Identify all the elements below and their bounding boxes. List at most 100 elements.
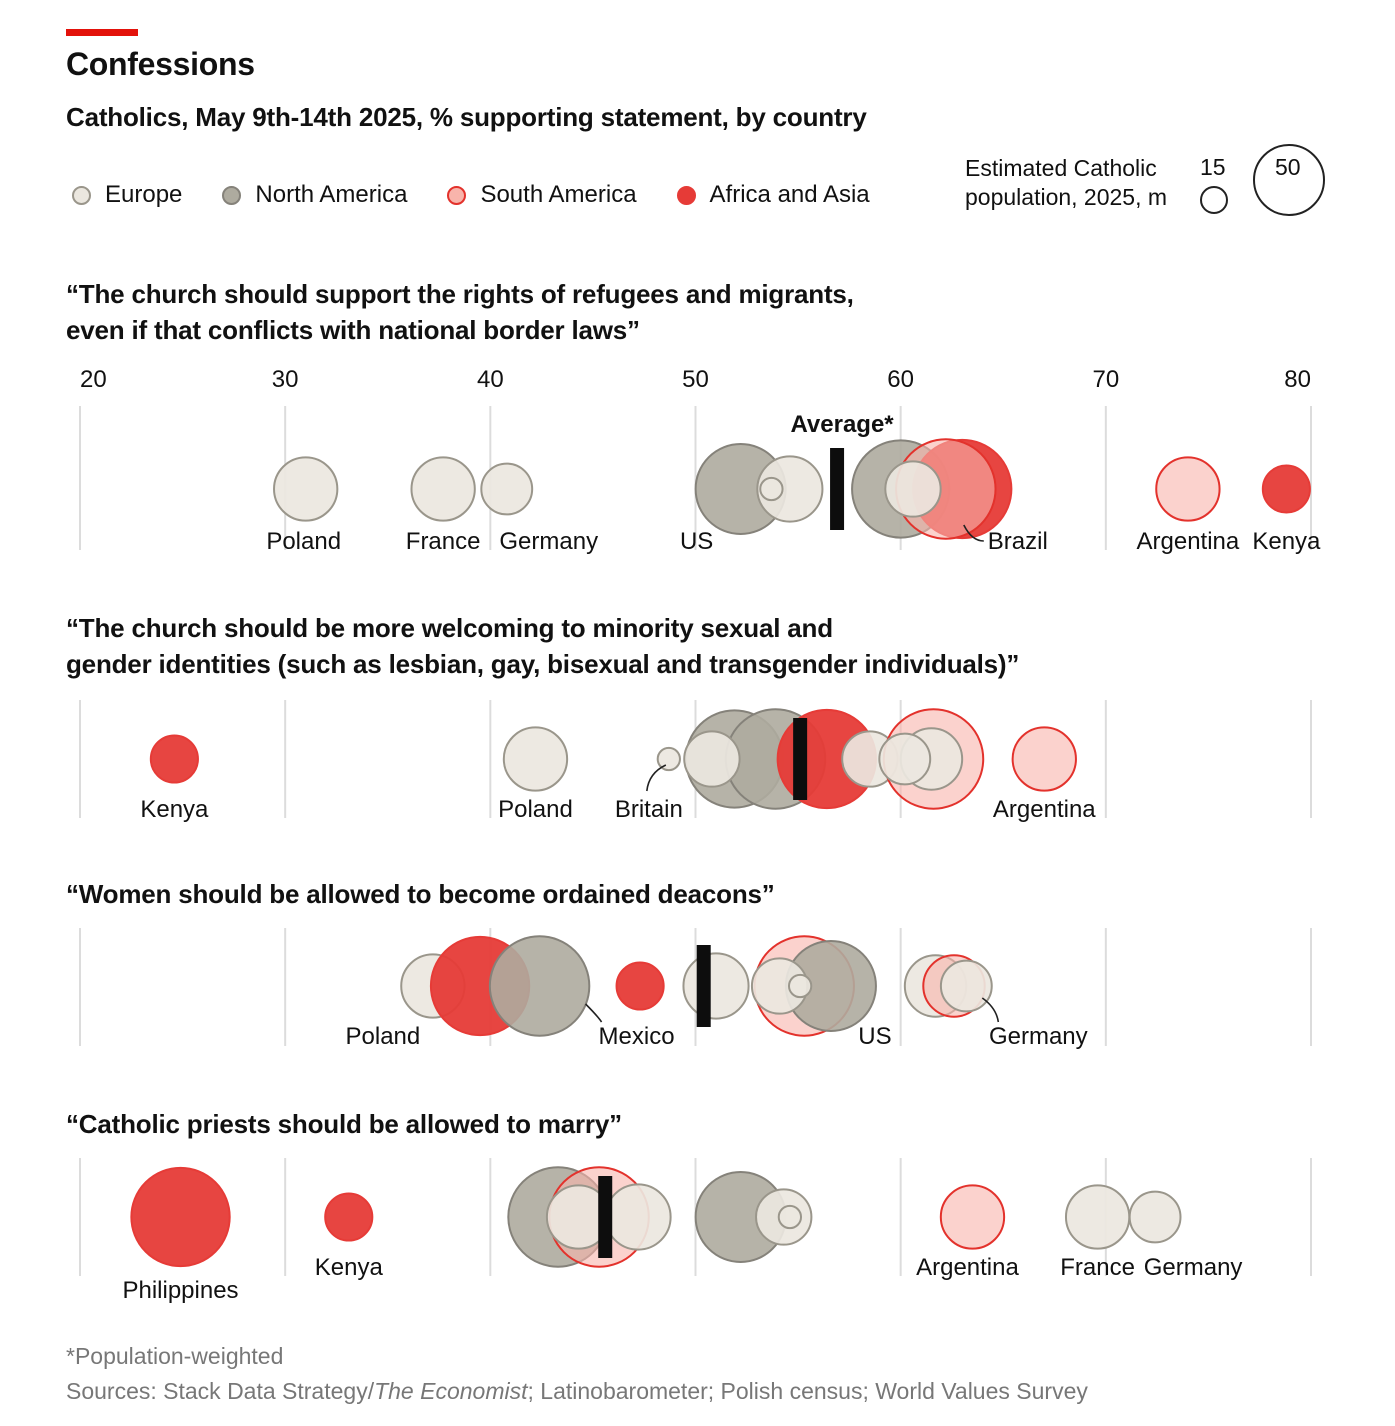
panel-marry: Philippines Kenya Argentina France Germany xyxy=(79,1158,1312,1304)
data-point xyxy=(604,1183,672,1251)
data-point xyxy=(683,730,741,788)
country-label: Britain xyxy=(615,796,683,823)
data-point xyxy=(878,732,932,786)
question-title-line: “The church should be more welcoming to … xyxy=(66,613,833,643)
label-leader-line xyxy=(585,1003,603,1023)
data-point xyxy=(682,952,750,1020)
country-label: Brazil xyxy=(988,528,1048,555)
question-title-lgbt: “The church should be more welcoming to … xyxy=(66,610,1019,682)
size-legend-big-circle xyxy=(1253,144,1325,216)
legend-label: Europe xyxy=(105,181,183,208)
legend-dot-africa-asia xyxy=(676,185,696,205)
data-point xyxy=(787,973,813,999)
brand-accent-bar xyxy=(66,29,138,36)
legend-item-europe: Europe xyxy=(72,181,182,209)
country-label: Kenya xyxy=(315,1254,384,1281)
data-point-britain xyxy=(656,746,681,772)
data-point-france xyxy=(410,456,476,522)
country-label: Germany xyxy=(1144,1254,1243,1281)
country-label: France xyxy=(1060,1254,1135,1281)
average-marker xyxy=(598,1176,613,1258)
data-point-germany xyxy=(1128,1190,1182,1244)
country-label: US xyxy=(858,1023,891,1050)
x-tick-label: 80 xyxy=(1284,366,1311,393)
data-point-argentina xyxy=(1155,456,1221,522)
x-tick-label: 50 xyxy=(682,366,709,393)
legend-label: Africa and Asia xyxy=(709,181,870,208)
chart-subtitle: Catholics, May 9th-14th 2025, % supporti… xyxy=(66,102,867,132)
legend-dot-south-america xyxy=(447,185,467,205)
country-label: US xyxy=(680,528,713,555)
legend-dot-europe xyxy=(72,185,91,205)
data-point-kenya xyxy=(324,1192,374,1242)
sources-line: Sources: Stack Data Strategy/The Economi… xyxy=(66,1378,1088,1405)
data-point xyxy=(756,455,824,523)
chart-title: Confessions xyxy=(66,46,255,82)
question-title-marry: “Catholic priests should be allowed to m… xyxy=(66,1106,622,1142)
question-title-refugees: “The church should support the rights of… xyxy=(66,276,854,348)
question-title-line: “Catholic priests should be allowed to m… xyxy=(66,1109,622,1139)
color-legend: Europe North America South America Afric… xyxy=(72,181,910,209)
size-legend-title-line1: Estimated Catholic xyxy=(965,155,1157,181)
country-label: Kenya xyxy=(1252,528,1321,555)
average-label: Average* xyxy=(790,411,894,438)
country-label: Germany xyxy=(499,528,598,555)
country-label: Poland xyxy=(498,796,573,823)
data-point-germany xyxy=(480,462,534,516)
data-point-kenya xyxy=(149,734,199,784)
data-point-france xyxy=(1064,1184,1131,1250)
country-label: Kenya xyxy=(140,796,209,823)
legend-item-north-america: North America xyxy=(222,181,407,209)
panel-deacons: Poland Mexico US Germany xyxy=(79,928,1312,1050)
label-leader-line xyxy=(646,764,667,792)
label-leader-line xyxy=(981,997,1000,1023)
data-point-poland xyxy=(502,726,569,792)
data-point-kenya xyxy=(1261,464,1311,514)
legend-dot-north-america xyxy=(222,185,242,205)
legend-label: South America xyxy=(480,181,637,208)
sources-suffix: ; Latinobarometer; Polish census; World … xyxy=(527,1378,1088,1404)
x-tick-label: 70 xyxy=(1092,366,1120,393)
question-title-line: gender identities (such as lesbian, gay,… xyxy=(66,649,1020,679)
average-marker xyxy=(830,448,845,530)
x-tick-label: 20 xyxy=(80,366,107,393)
label-leader-line xyxy=(963,524,984,542)
question-title-deacons: “Women should be allowed to become ordai… xyxy=(66,876,775,912)
x-tick-label: 60 xyxy=(887,366,915,393)
country-label: Poland xyxy=(346,1023,421,1050)
average-marker xyxy=(696,945,711,1027)
data-point xyxy=(884,460,942,518)
data-point-argentina xyxy=(1011,726,1077,792)
data-point-germany xyxy=(939,959,993,1013)
data-point-poland xyxy=(273,456,339,522)
question-title-line: “Women should be allowed to become ordai… xyxy=(66,879,775,909)
size-legend-small-circle xyxy=(1200,186,1228,214)
question-title-line: even if that conflicts with national bor… xyxy=(66,315,640,345)
legend-item-africa-asia: Africa and Asia xyxy=(676,181,870,209)
sources-italic: The Economist xyxy=(374,1378,528,1404)
country-label: France xyxy=(406,528,481,555)
legend-item-south-america: South America xyxy=(447,181,637,209)
country-label: Mexico xyxy=(599,1023,675,1050)
sources-prefix: Sources: Stack Data Strategy/ xyxy=(66,1378,375,1404)
country-label: Poland xyxy=(266,528,341,555)
question-title-line: “The church should support the rights of… xyxy=(66,279,854,309)
country-label: Germany xyxy=(989,1023,1088,1050)
x-tick-label: 40 xyxy=(476,366,504,393)
legend-label: North America xyxy=(255,181,408,208)
size-legend-small-label: 15 xyxy=(1200,154,1226,180)
panel-lgbt: Kenya Poland Britain Argentina xyxy=(79,700,1312,823)
size-legend-title: Estimated Catholic population, 2025, m xyxy=(965,154,1195,212)
country-label: Argentina xyxy=(1137,528,1240,555)
x-axis-ticks: 20 30 40 50 60 70 80 xyxy=(0,366,1395,398)
data-point-argentina xyxy=(939,1184,1006,1250)
footnote: *Population-weighted xyxy=(66,1343,284,1369)
size-legend-title-line2: population, 2025, m xyxy=(965,184,1168,210)
country-label: Argentina xyxy=(916,1254,1019,1281)
beeswarm-chart: Average* Poland France Germany US Brazil Argen… xyxy=(79,406,1321,1304)
country-label: Argentina xyxy=(993,796,1096,823)
data-point xyxy=(777,1204,803,1230)
average-marker xyxy=(793,718,808,800)
data-point-mexico xyxy=(488,935,591,1037)
country-label: Philippines xyxy=(122,1277,238,1304)
